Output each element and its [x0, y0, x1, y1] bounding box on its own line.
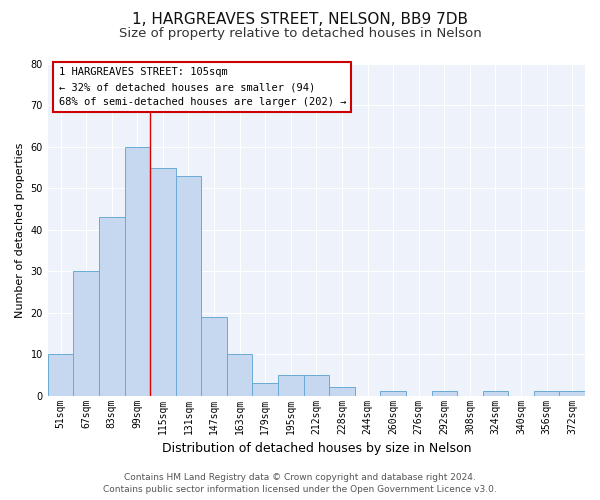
Bar	[48, 354, 73, 396]
Bar	[150, 168, 176, 396]
Text: 1, HARGREAVES STREET, NELSON, BB9 7DB: 1, HARGREAVES STREET, NELSON, BB9 7DB	[132, 12, 468, 28]
Bar	[99, 218, 125, 396]
X-axis label: Distribution of detached houses by size in Nelson: Distribution of detached houses by size …	[161, 442, 471, 455]
Bar	[559, 392, 585, 396]
Bar	[253, 383, 278, 396]
Bar	[201, 317, 227, 396]
Bar	[125, 147, 150, 396]
Bar	[304, 375, 329, 396]
Bar	[431, 392, 457, 396]
Bar	[73, 272, 99, 396]
Bar	[176, 176, 201, 396]
Bar	[227, 354, 253, 396]
Text: Size of property relative to detached houses in Nelson: Size of property relative to detached ho…	[119, 28, 481, 40]
Text: 1 HARGREAVES STREET: 105sqm
← 32% of detached houses are smaller (94)
68% of sem: 1 HARGREAVES STREET: 105sqm ← 32% of det…	[59, 68, 346, 107]
Text: Contains HM Land Registry data © Crown copyright and database right 2024.
Contai: Contains HM Land Registry data © Crown c…	[103, 472, 497, 494]
Y-axis label: Number of detached properties: Number of detached properties	[15, 142, 25, 318]
Bar	[329, 388, 355, 396]
Bar	[278, 375, 304, 396]
Bar	[482, 392, 508, 396]
Bar	[380, 392, 406, 396]
Bar	[534, 392, 559, 396]
